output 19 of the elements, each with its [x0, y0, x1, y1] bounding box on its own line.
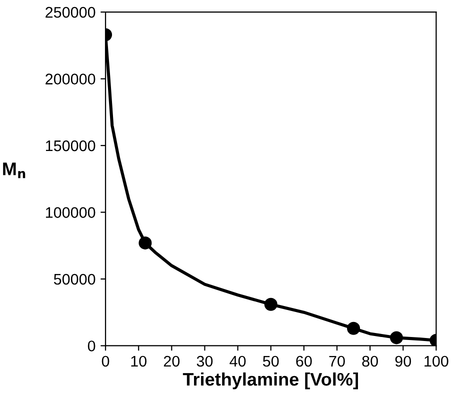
y-tick-label: 250000 [46, 6, 96, 18]
x-tick-label: 30 [196, 356, 213, 367]
x-tick-label: 40 [230, 356, 246, 367]
x-tick-label: 0 [102, 356, 110, 367]
y-tick-label: 150000 [46, 140, 96, 152]
x-tick-label: 10 [131, 356, 146, 367]
x-tick-label: 50 [262, 356, 279, 367]
x-tick-label: 60 [296, 356, 312, 367]
y-axis-title: M$_{n}$ [3, 162, 26, 178]
x-tick-label: 90 [395, 356, 412, 367]
x-axis-title: Triethylamine [Vol%] [182, 372, 358, 390]
x-tick-label: 20 [164, 356, 180, 367]
x-tick-label: 80 [362, 356, 378, 367]
y-tick-label: 0 [88, 340, 96, 352]
x-tick-label: 100 [424, 356, 448, 367]
x-tick-label: 70 [329, 356, 345, 367]
y-tick-label: 50000 [54, 274, 96, 285]
y-tick-label: 100000 [46, 207, 96, 218]
y-tick-label: 200000 [46, 74, 96, 84]
